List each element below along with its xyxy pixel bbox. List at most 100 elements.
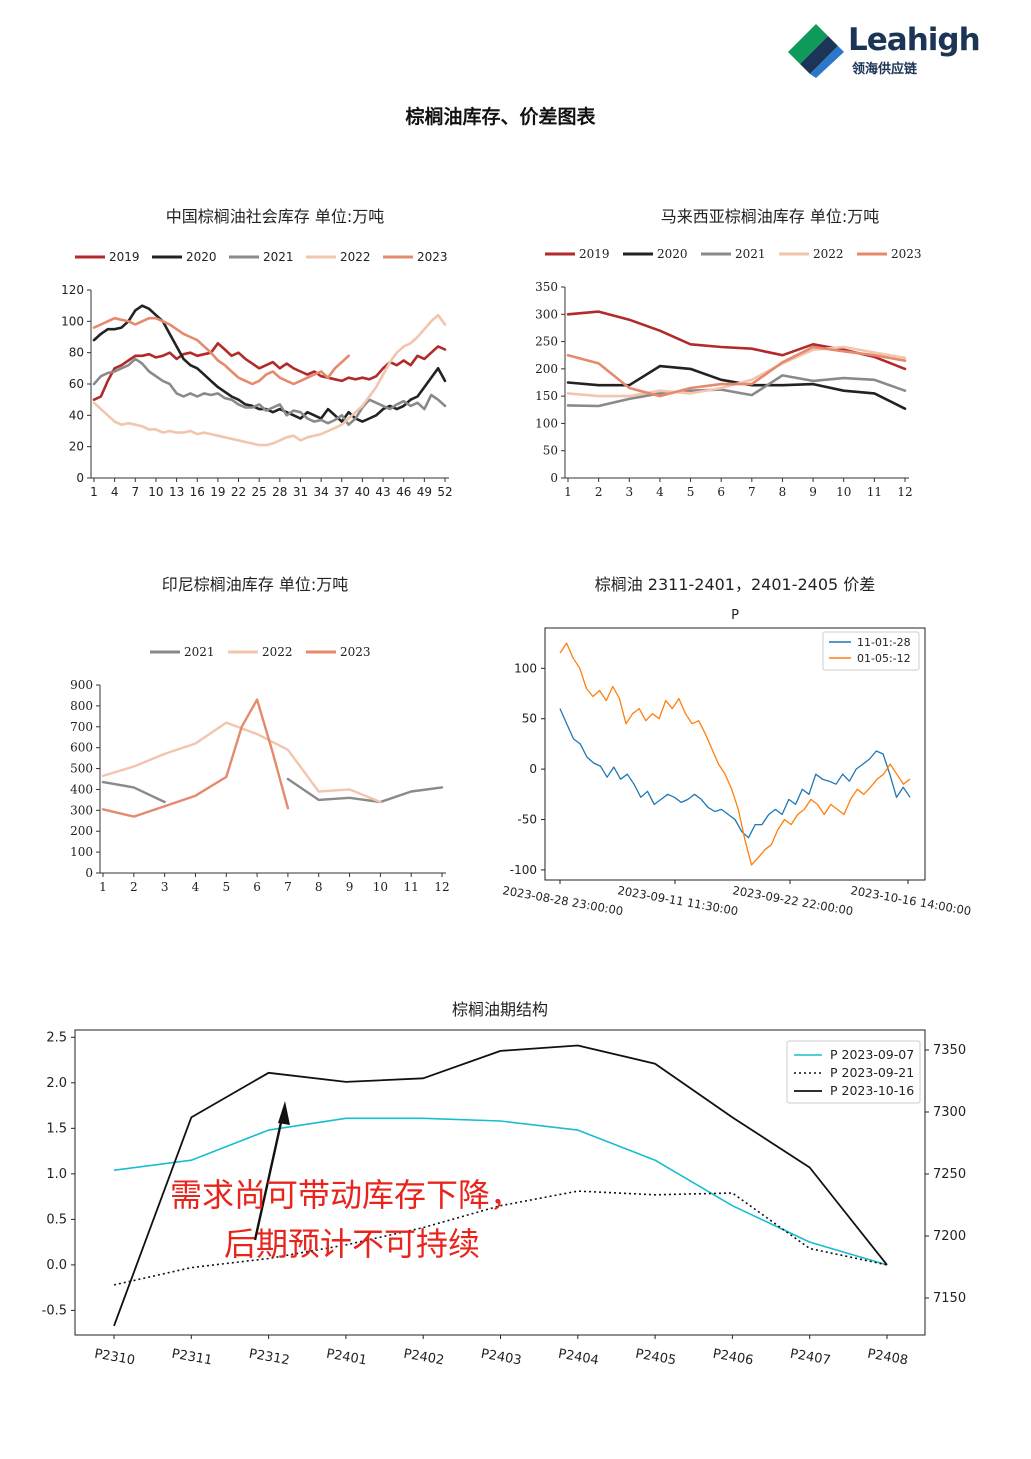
y-tick-label: 60 — [69, 377, 84, 391]
series-line-2022 — [92, 313, 447, 447]
y-left-tick-label: 2.5 — [46, 1030, 67, 1045]
x-tick-label: 2 — [130, 880, 138, 894]
y-tick-label: 40 — [69, 408, 84, 422]
series-line-2023 — [566, 345, 907, 398]
legend-label-2019: 2019 — [579, 247, 610, 261]
y-tick-label: 0 — [85, 866, 93, 880]
x-tick-label: P2406 — [712, 1347, 755, 1369]
x-tick-label: 1 — [90, 485, 98, 499]
series-line-2021 — [92, 357, 447, 426]
y-tick-label: 300 — [535, 307, 558, 321]
y-tick-label: 100 — [514, 661, 537, 675]
x-tick-label: P2407 — [789, 1347, 832, 1369]
x-tick-label: 8 — [779, 485, 787, 499]
x-tick-label: 37 — [334, 485, 349, 499]
x-tick-label: 1 — [99, 880, 107, 894]
x-tick-label: 34 — [313, 485, 328, 499]
x-tick-label: 11 — [867, 485, 882, 499]
x-tick-label: 9 — [346, 880, 354, 894]
y-tick-label: 100 — [70, 845, 93, 859]
logo-subtext: 领海供应链 — [852, 62, 918, 77]
spread-subtitle: P — [731, 608, 739, 623]
x-tick-label: 2023-09-22 22:00:00 — [731, 883, 854, 918]
series-line-cyan — [113, 1117, 888, 1266]
series-line-2023 — [92, 316, 350, 386]
y-tick-label: -100 — [510, 863, 537, 877]
x-tick-label: 10 — [373, 880, 388, 894]
y-right-tick-label: 7300 — [933, 1105, 966, 1120]
legend-label-2020: 2020 — [186, 250, 217, 264]
annotation-line-2: 后期预计不可持续 — [224, 1225, 480, 1263]
legend-label-2021: 2021 — [184, 645, 215, 659]
x-tick-label: 40 — [355, 485, 370, 499]
x-tick-label: P2408 — [866, 1347, 909, 1369]
x-tick-label: 2023-10-16 14:00:00 — [849, 883, 972, 918]
legend-label: P 2023-10-16 — [830, 1083, 914, 1098]
x-tick-label: 3 — [625, 485, 633, 499]
x-tick-label: 31 — [293, 485, 308, 499]
x-tick-label: 2 — [595, 485, 603, 499]
indonesia-chart-title: 印尼棕榈油库存 单位:万吨 — [161, 575, 349, 594]
x-tick-label: 19 — [210, 485, 225, 499]
y-tick-label: -50 — [517, 813, 537, 827]
series-line-2022 — [566, 345, 907, 398]
x-tick-label: 2023-08-28 23:00:00 — [501, 883, 624, 918]
term-structure-chart: -0.5 0.0 0.5 1.0 1.5 2.0 2.5 7150 7200 7250 7300 73… — [42, 1029, 966, 1369]
company-logo: Leahigh 领海供应链 — [786, 20, 986, 80]
x-tick-label: 11 — [404, 880, 419, 894]
legend-label-2021: 2021 — [263, 250, 294, 264]
y-left-tick-label: 0.0 — [46, 1258, 67, 1273]
x-tick-label: 13 — [169, 485, 184, 499]
x-tick-label: 25 — [252, 485, 267, 499]
y-tick-label: 0 — [76, 471, 84, 485]
legend-label-2021: 2021 — [735, 247, 766, 261]
x-tick-label: P2402 — [402, 1347, 445, 1369]
y-tick-label: 900 — [70, 678, 93, 692]
y-tick-label: 400 — [70, 782, 93, 796]
x-tick-label: P2311 — [170, 1347, 213, 1369]
y-left-tick-label: -0.5 — [42, 1303, 67, 1318]
x-tick-label: 4 — [656, 485, 664, 499]
legend-label: P 2023-09-07 — [830, 1047, 914, 1062]
y-tick-label: 250 — [535, 335, 558, 349]
china-inventory-chart: 2019 2020 2021 2022 2023 0 20 40 60 80 100 120 1 4 7 10… — [61, 250, 453, 499]
spread-chart-title: 棕榈油 2311-2401，2401-2405 价差 — [594, 575, 876, 594]
plot-frame — [544, 627, 926, 881]
y-tick-label: 350 — [535, 280, 558, 294]
x-tick-label: 5 — [222, 880, 230, 894]
series-line-blue — [559, 708, 911, 839]
series-line-black — [113, 1044, 888, 1327]
y-tick-label: 500 — [70, 762, 93, 776]
china-chart-title: 中国棕榈油社会库存 单位:万吨 — [165, 207, 385, 226]
y-tick-label: 100 — [61, 314, 84, 328]
legend-label-2023: 2023 — [891, 247, 922, 261]
legend-box — [786, 1040, 921, 1104]
x-tick-label: 46 — [396, 485, 411, 499]
x-tick-label: 43 — [375, 485, 390, 499]
x-tick-label: 28 — [272, 485, 287, 499]
legend-label: 01-05:-12 — [857, 652, 911, 665]
x-tick-label: P2310 — [93, 1347, 136, 1369]
x-tick-label: 49 — [417, 485, 432, 499]
y-left-tick-label: 1.5 — [46, 1121, 67, 1136]
x-tick-label: P2403 — [480, 1347, 523, 1369]
x-tick-label: 10 — [148, 485, 163, 499]
malaysia-chart-title: 马来西亚棕榈油库存 单位:万吨 — [660, 207, 880, 226]
y-right-tick-label: 7150 — [933, 1291, 966, 1306]
x-tick-label: 22 — [231, 485, 246, 499]
x-tick-label: 7 — [131, 485, 139, 499]
series-line-2022 — [101, 721, 382, 804]
y-tick-label: 700 — [70, 720, 93, 734]
y-tick-label: 800 — [70, 699, 93, 713]
y-tick-label: 20 — [69, 440, 84, 454]
series-line-2023 — [101, 698, 290, 818]
malaysia-inventory-chart: 2019 2020 2021 2022 202305010015020025030035… — [535, 247, 922, 499]
series-line-orange — [559, 642, 911, 866]
y-left-tick-label: 1.0 — [46, 1167, 67, 1182]
y-tick-label: 200 — [535, 362, 558, 376]
x-tick-label: 7 — [748, 485, 756, 499]
y-tick-label: 300 — [70, 803, 93, 817]
y-tick-label: 50 — [522, 712, 537, 726]
x-tick-label: P2405 — [634, 1347, 677, 1369]
